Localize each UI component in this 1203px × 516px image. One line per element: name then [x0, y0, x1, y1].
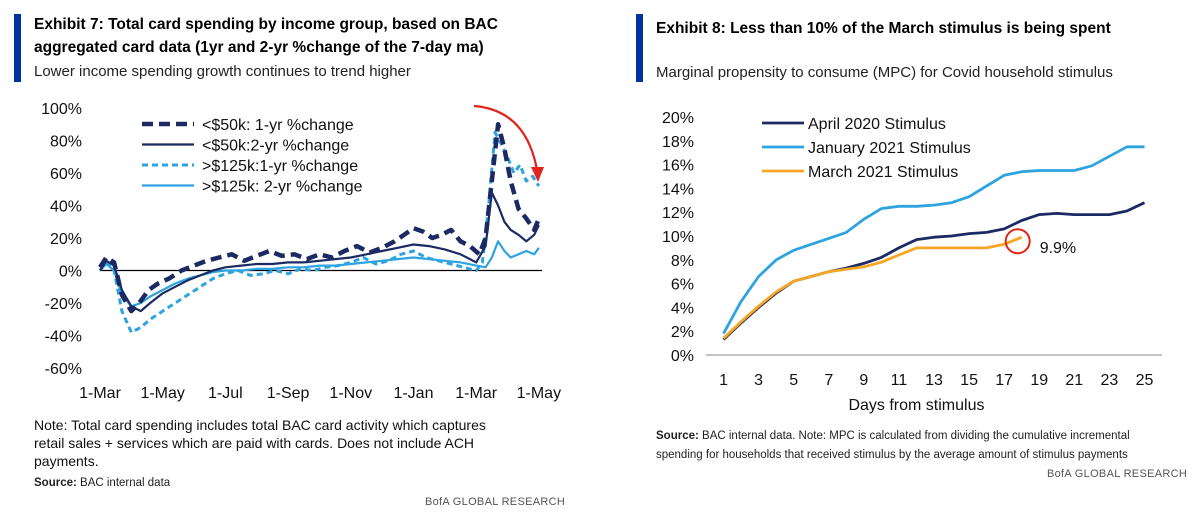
- x-tick-label: 19: [1030, 372, 1048, 389]
- exhibit-7-credit: BofA GLOBAL RESEARCH: [425, 496, 566, 508]
- exhibit-7-chart: 100% 80% 60% 40% 20% 0% -20% -40% -60% 1-Mar 1-May…: [41, 101, 561, 402]
- exhibit-8-chart: 20%18%16%14%12%10%8%6%4%2%0%1 3 5 7 9 11 13 15 1…: [662, 110, 1162, 414]
- trend-arrow-head: [531, 167, 544, 182]
- source-text: BAC internal data. Note: MPC is calculat…: [702, 430, 1130, 442]
- y-tick-label: 14%: [662, 181, 694, 198]
- source-label: Source:: [34, 477, 77, 489]
- y-tick-label: 20%: [50, 231, 82, 248]
- legend-label: >$125k:1-yr %change: [202, 158, 358, 175]
- y-tick-label: 10%: [662, 229, 694, 246]
- y-tick-label: 12%: [662, 205, 694, 222]
- x-tick-label: 1-Nov: [329, 385, 372, 402]
- x-tick-label: 5: [789, 372, 798, 389]
- x-tick-label: 1-May: [517, 385, 561, 402]
- series-line-1: [722, 145, 1145, 335]
- exhibit-7-subtitle: Lower income spending growth continues t…: [34, 63, 411, 80]
- source-text: BAC internal data: [80, 477, 171, 489]
- legend-label: March 2021 Stimulus: [808, 164, 958, 181]
- legend-label: January 2021 Stimulus: [808, 140, 971, 157]
- x-tick-label: 7: [824, 372, 833, 389]
- x-tick-label: 21: [1065, 372, 1083, 389]
- y-tick-label: -40%: [45, 329, 82, 346]
- x-tick-label: 1-Jul: [208, 385, 243, 402]
- y-tick-label: 18%: [662, 134, 694, 151]
- y-tick-label: 0%: [671, 348, 694, 365]
- exhibit-8-source-line2: spending for households that received st…: [656, 449, 1128, 461]
- exhibit-8-source-line1: Source: BAC internal data. Note: MPC is …: [656, 430, 1130, 442]
- x-tick-label: 1-Mar: [455, 385, 497, 402]
- highlight-circle: [1004, 228, 1031, 255]
- x-tick-label: 25: [1136, 372, 1154, 389]
- trend-arrow-curve: [473, 104, 539, 171]
- x-tick-label: 11: [891, 372, 908, 389]
- x-axis-title: Days from stimulus: [848, 397, 984, 414]
- exhibit-7-title-line1: Exhibit 7: Total card spending by income…: [34, 16, 498, 33]
- x-tick-label: 17: [995, 372, 1013, 389]
- y-tick-label: -20%: [45, 296, 82, 313]
- x-tick-label: 1-Sep: [267, 385, 310, 402]
- exhibit-8-panel: Exhibit 8: Less than 10% of the March st…: [630, 0, 1203, 516]
- exhibit-8-subtitle: Marginal propensity to consume (MPC) for…: [656, 64, 1113, 81]
- series-line-0: [722, 201, 1146, 341]
- series-line-1: [99, 191, 540, 313]
- y-tick-label: 0%: [59, 264, 82, 281]
- exhibit-8-credit: BofA GLOBAL RESEARCH: [1047, 468, 1188, 480]
- x-tick-label: 9: [859, 372, 868, 389]
- series-line-2: [98, 130, 541, 334]
- exhibit-7-note-line3: payments.: [34, 453, 99, 469]
- x-tick-label: 1-Jan: [393, 385, 433, 402]
- y-tick-label: 80%: [50, 134, 82, 151]
- legend-label: <$50k:2-yr %change: [202, 138, 349, 155]
- x-tick-label: 1-Mar: [79, 385, 121, 402]
- exhibit-7-title-line2: aggregated card data (1yr and 2-yr %chan…: [34, 39, 484, 56]
- exhibit-7-note-line1: Note: Total card spending includes total…: [34, 417, 486, 433]
- y-tick-label: -60%: [45, 361, 82, 378]
- y-tick-label: 8%: [671, 253, 694, 270]
- y-tick-label: 20%: [662, 110, 694, 127]
- legend-label: <$50k: 1-yr %change: [202, 117, 354, 134]
- y-tick-label: 16%: [662, 158, 694, 175]
- series-line-0: [98, 122, 541, 314]
- y-tick-label: 100%: [41, 101, 82, 118]
- series-line-2: [722, 235, 1023, 340]
- x-tick-label: 13: [925, 372, 943, 389]
- title-accent-bar: [636, 14, 643, 82]
- x-tick-label: 1-May: [140, 385, 184, 402]
- y-tick-label: 6%: [671, 277, 694, 294]
- title-accent-bar: [14, 14, 21, 82]
- y-tick-label: 2%: [671, 324, 694, 341]
- y-tick-label: 60%: [50, 166, 82, 183]
- exhibit-7-source: Source: BAC internal data: [34, 477, 170, 489]
- x-tick-label: 3: [754, 372, 763, 389]
- x-tick-label: 1: [719, 372, 728, 389]
- x-tick-label: 15: [960, 372, 978, 389]
- x-tick-label: 23: [1100, 372, 1118, 389]
- source-label: Source:: [656, 430, 699, 442]
- y-tick-label: 4%: [671, 300, 694, 317]
- exhibit-7-note-line2: retail sales + services which are paid w…: [34, 435, 475, 451]
- y-tick-label: 40%: [50, 199, 82, 216]
- legend-label: >$125k: 2-yr %change: [202, 179, 363, 196]
- legend-label: April 2020 Stimulus: [808, 116, 946, 133]
- exhibit-8-title: Exhibit 8: Less than 10% of the March st…: [656, 20, 1111, 37]
- exhibit-7-panel: Exhibit 7: Total card spending by income…: [0, 0, 600, 516]
- annotation-label: 9.9%: [1040, 240, 1076, 257]
